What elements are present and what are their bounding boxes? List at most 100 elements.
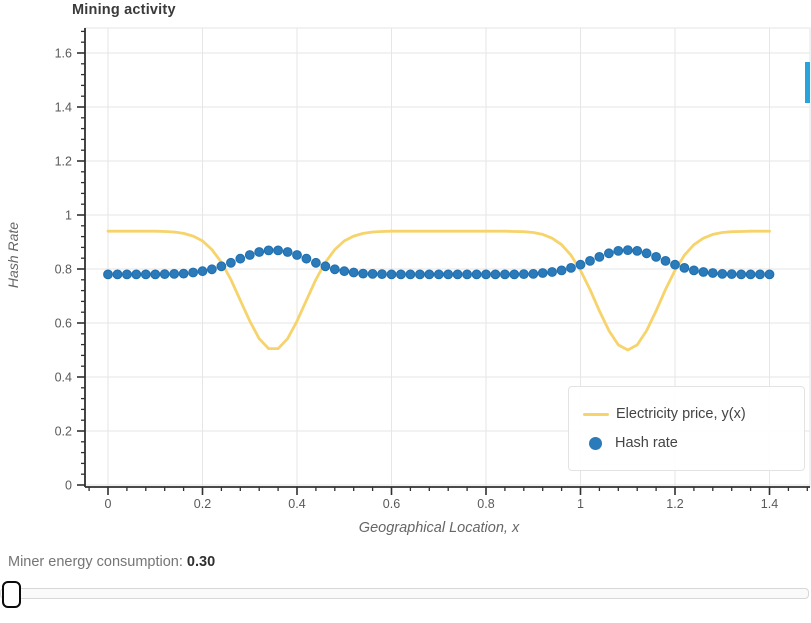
hash-rate-point	[443, 269, 454, 280]
y-tick-label: 0	[65, 479, 72, 493]
hash-rate-point	[547, 267, 557, 277]
hash-rate-point	[207, 264, 217, 275]
hash-rate-point	[462, 269, 473, 280]
hash-rate-point	[150, 269, 161, 280]
hash-rate-point	[764, 269, 775, 280]
legend-item-electricity-price: Electricity price, y(x)	[583, 403, 804, 425]
slider-caption: Miner energy consumption: 0.30	[8, 554, 215, 570]
hash-rate-point	[651, 252, 661, 262]
hash-rate-point	[169, 269, 180, 279]
hash-rate-point	[311, 257, 321, 268]
hash-rate-point	[698, 267, 709, 277]
hash-rate-point	[244, 250, 255, 260]
hash-rate-point	[471, 269, 482, 280]
energy-slider-handle[interactable]	[2, 581, 21, 608]
y-tick-label: 1.2	[55, 155, 72, 169]
hash-rate-point	[131, 269, 142, 280]
hash-rate-point	[178, 268, 189, 279]
hash-rate-point	[632, 246, 643, 256]
hash-rate-point	[726, 269, 737, 280]
plot-title: Mining activity	[72, 2, 176, 18]
hash-rate-point	[585, 256, 595, 266]
hash-rate-point	[755, 269, 765, 280]
x-tick-label: 1.4	[761, 497, 778, 511]
dot-swatch-icon	[589, 436, 602, 450]
hash-rate-point	[575, 259, 586, 270]
x-tick-label: 0.2	[194, 497, 211, 511]
hash-rate-point	[396, 269, 406, 280]
hash-rate-point	[386, 269, 397, 280]
hash-rate-point	[263, 245, 274, 256]
line-swatch-icon	[583, 412, 609, 416]
hash-rate-point	[745, 269, 756, 280]
hash-rate-point	[604, 248, 614, 259]
y-tick-label: 1.4	[55, 101, 72, 115]
hash-rate-point	[405, 269, 416, 280]
hash-rate-point	[235, 253, 246, 264]
x-tick-label: 0.8	[477, 497, 494, 511]
hash-rate-point	[112, 269, 123, 280]
hash-rate-point	[481, 269, 491, 280]
slider-caption-value: 0.30	[186, 554, 216, 570]
legend-item-hash-rate: Hash rate	[583, 432, 804, 454]
hash-rate-point	[358, 268, 369, 279]
y-tick-label: 0.4	[55, 371, 72, 385]
y-tick-label: 1	[65, 209, 72, 223]
hash-rate-point	[197, 266, 208, 277]
electricity-price-line	[106, 229, 771, 352]
hash-rate-point	[103, 269, 113, 280]
hash-rate-point	[490, 269, 501, 280]
x-tick-label: 0	[105, 497, 112, 511]
hash-rate-point	[679, 263, 690, 273]
hash-rate-point	[689, 265, 699, 276]
hash-rate-point	[348, 267, 359, 278]
hash-rate-point	[736, 269, 747, 280]
hash-rate-point	[226, 257, 236, 268]
hash-rate-point	[301, 253, 312, 264]
slider-caption-label: Miner energy consumption:	[8, 554, 187, 570]
hash-rate-point	[329, 264, 340, 275]
hash-rate-point	[509, 269, 520, 280]
hash-rate-point	[216, 261, 227, 272]
y-axis-label: Hash Rate	[5, 221, 21, 289]
y-tick-label: 0.8	[55, 263, 72, 277]
hash-rate-point	[660, 256, 671, 266]
hash-rate-point	[641, 248, 652, 259]
x-tick-label: 1.2	[666, 497, 683, 511]
hash-rate-point	[292, 250, 302, 260]
hash-rate-point	[613, 246, 624, 256]
hash-rate-point	[320, 261, 331, 272]
hash-rate-point	[282, 247, 293, 257]
side-marker-bar	[805, 62, 810, 103]
hash-rate-point	[707, 268, 718, 278]
hash-rate-point	[188, 267, 199, 278]
hash-rate-point	[670, 259, 680, 270]
hash-rate-point	[556, 265, 567, 276]
legend: Electricity price, y(x) Hash rate	[568, 386, 805, 471]
hash-rate-point	[424, 269, 435, 280]
hash-rate-point	[122, 269, 132, 280]
hash-rate-point	[622, 245, 633, 256]
y-tick-label: 0.6	[55, 317, 72, 331]
x-tick-label: 1	[577, 497, 584, 511]
hash-rate-point	[528, 269, 539, 279]
hash-rate-point	[537, 268, 548, 278]
hash-rate-point	[594, 252, 605, 262]
hash-rate-point	[339, 266, 350, 277]
hash-rate-point	[140, 269, 151, 280]
hash-rate-point	[717, 269, 728, 279]
hash-rate-point	[500, 269, 510, 280]
energy-slider-track[interactable]	[0, 588, 809, 599]
hash-rate-point	[452, 269, 463, 280]
hash-rate-point	[367, 269, 378, 279]
y-tick-label: 0.2	[55, 425, 72, 439]
hash-rate-point	[254, 247, 265, 257]
hash-rate-point	[273, 245, 284, 256]
legend-label: Electricity price, y(x)	[616, 406, 746, 422]
plot-canvas[interactable]: 0 0.2 0.4 0.6 0.8 1 1.2 1.4 0 0.2 0.4 0.6 0.8 1 1.2 1.4…	[0, 0, 811, 547]
y-tick-label: 1.6	[55, 47, 72, 61]
hash-rate-point	[415, 269, 425, 280]
legend-label: Hash rate	[615, 435, 678, 451]
hash-rate-point	[377, 269, 387, 280]
